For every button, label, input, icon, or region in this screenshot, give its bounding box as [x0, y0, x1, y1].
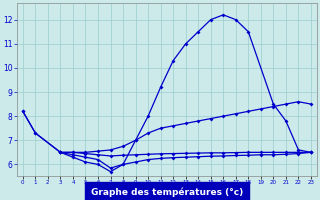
- X-axis label: Graphe des températures (°c): Graphe des températures (°c): [91, 188, 243, 197]
